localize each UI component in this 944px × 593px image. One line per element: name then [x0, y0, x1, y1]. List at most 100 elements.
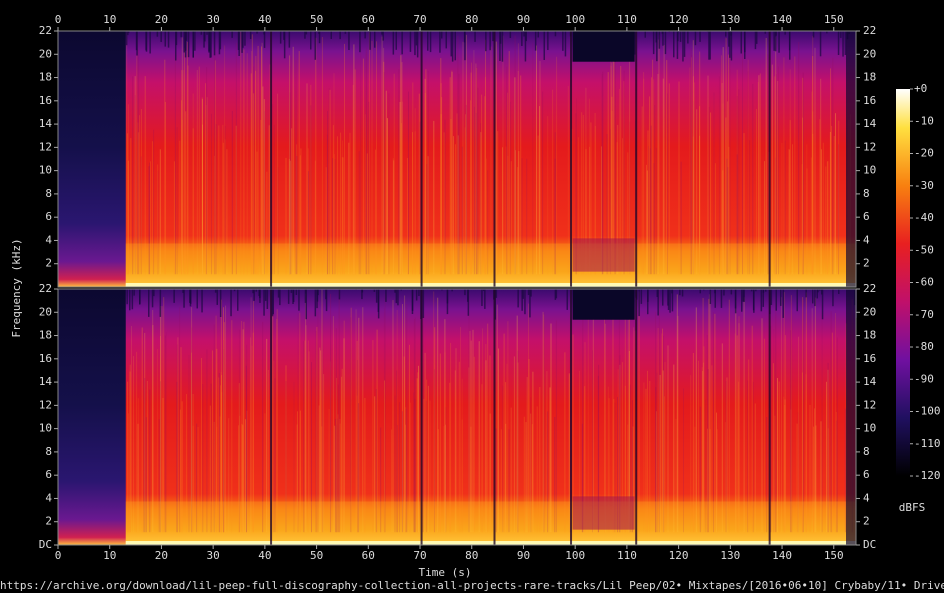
texture — [523, 416, 525, 533]
texture — [314, 289, 317, 317]
texture — [805, 292, 807, 533]
texture — [144, 332, 146, 533]
texture — [588, 98, 590, 275]
texture — [208, 31, 210, 53]
texture — [481, 289, 483, 306]
texture — [725, 117, 727, 275]
colorbar — [896, 89, 910, 476]
texture — [398, 69, 400, 275]
texture — [405, 407, 407, 533]
texture — [761, 318, 763, 533]
texture — [487, 323, 489, 533]
texture — [343, 320, 345, 533]
texture — [418, 365, 419, 533]
texture — [699, 406, 701, 533]
y-tick-label: 6 — [863, 468, 870, 481]
texture — [321, 289, 323, 533]
texture — [318, 31, 321, 44]
texture — [474, 31, 476, 42]
texture — [495, 169, 497, 275]
texture — [742, 46, 743, 275]
texture — [802, 297, 804, 533]
texture — [678, 81, 680, 275]
texture — [592, 350, 594, 533]
texture — [572, 238, 635, 272]
texture — [549, 387, 551, 533]
texture — [677, 315, 679, 533]
texture — [738, 316, 740, 533]
texture — [362, 307, 364, 533]
texture — [802, 72, 804, 275]
texture — [539, 106, 541, 275]
texture — [391, 429, 393, 533]
texture — [812, 36, 814, 275]
texture — [667, 345, 669, 533]
texture — [420, 289, 423, 545]
texture — [822, 142, 824, 275]
texture — [366, 47, 368, 275]
texture — [713, 92, 715, 275]
texture — [339, 423, 341, 533]
texture — [676, 294, 678, 533]
texture — [584, 342, 586, 533]
texture — [754, 31, 757, 50]
texture — [455, 348, 457, 533]
texture — [610, 45, 612, 275]
texture — [205, 83, 206, 275]
texture — [387, 118, 388, 275]
texture — [708, 107, 710, 275]
texture — [627, 424, 629, 533]
texture — [503, 333, 505, 533]
texture — [407, 158, 408, 275]
texture — [475, 112, 477, 275]
texture — [277, 93, 279, 275]
texture — [471, 62, 472, 275]
texture — [601, 146, 602, 275]
texture — [214, 48, 216, 275]
texture — [500, 429, 502, 533]
texture — [485, 39, 486, 275]
texture — [495, 289, 498, 298]
texture — [440, 58, 442, 275]
texture — [356, 340, 358, 533]
texture — [237, 31, 240, 50]
texture — [222, 142, 224, 275]
texture — [562, 31, 564, 51]
texture — [357, 360, 358, 533]
texture — [369, 31, 371, 50]
y-tick-label: 22 — [863, 282, 876, 295]
texture — [137, 122, 139, 275]
y-tick-label: 2 — [863, 257, 870, 270]
y-tick-label: 20 — [863, 47, 876, 60]
texture — [485, 360, 487, 533]
y-tick-label: 4 — [45, 491, 52, 504]
texture — [493, 289, 496, 545]
texture — [609, 129, 611, 275]
texture — [458, 73, 460, 275]
texture — [647, 370, 648, 533]
texture — [734, 289, 737, 309]
texture — [813, 426, 815, 533]
texture — [356, 395, 358, 533]
texture — [531, 424, 533, 533]
texture — [675, 418, 677, 533]
texture — [305, 293, 307, 533]
texture — [539, 61, 541, 275]
texture — [305, 31, 308, 35]
texture — [219, 416, 221, 533]
texture — [683, 31, 686, 57]
texture — [727, 101, 729, 275]
texture — [653, 79, 655, 275]
texture — [765, 38, 767, 275]
texture — [814, 289, 816, 307]
texture — [182, 289, 184, 293]
texture — [820, 421, 822, 533]
texture — [251, 34, 253, 275]
texture — [517, 289, 519, 308]
texture — [233, 289, 236, 292]
texture — [388, 93, 390, 275]
texture — [826, 161, 828, 275]
texture — [833, 136, 835, 275]
colorbar-tick-label: -90 — [914, 372, 934, 385]
texture — [252, 332, 254, 533]
